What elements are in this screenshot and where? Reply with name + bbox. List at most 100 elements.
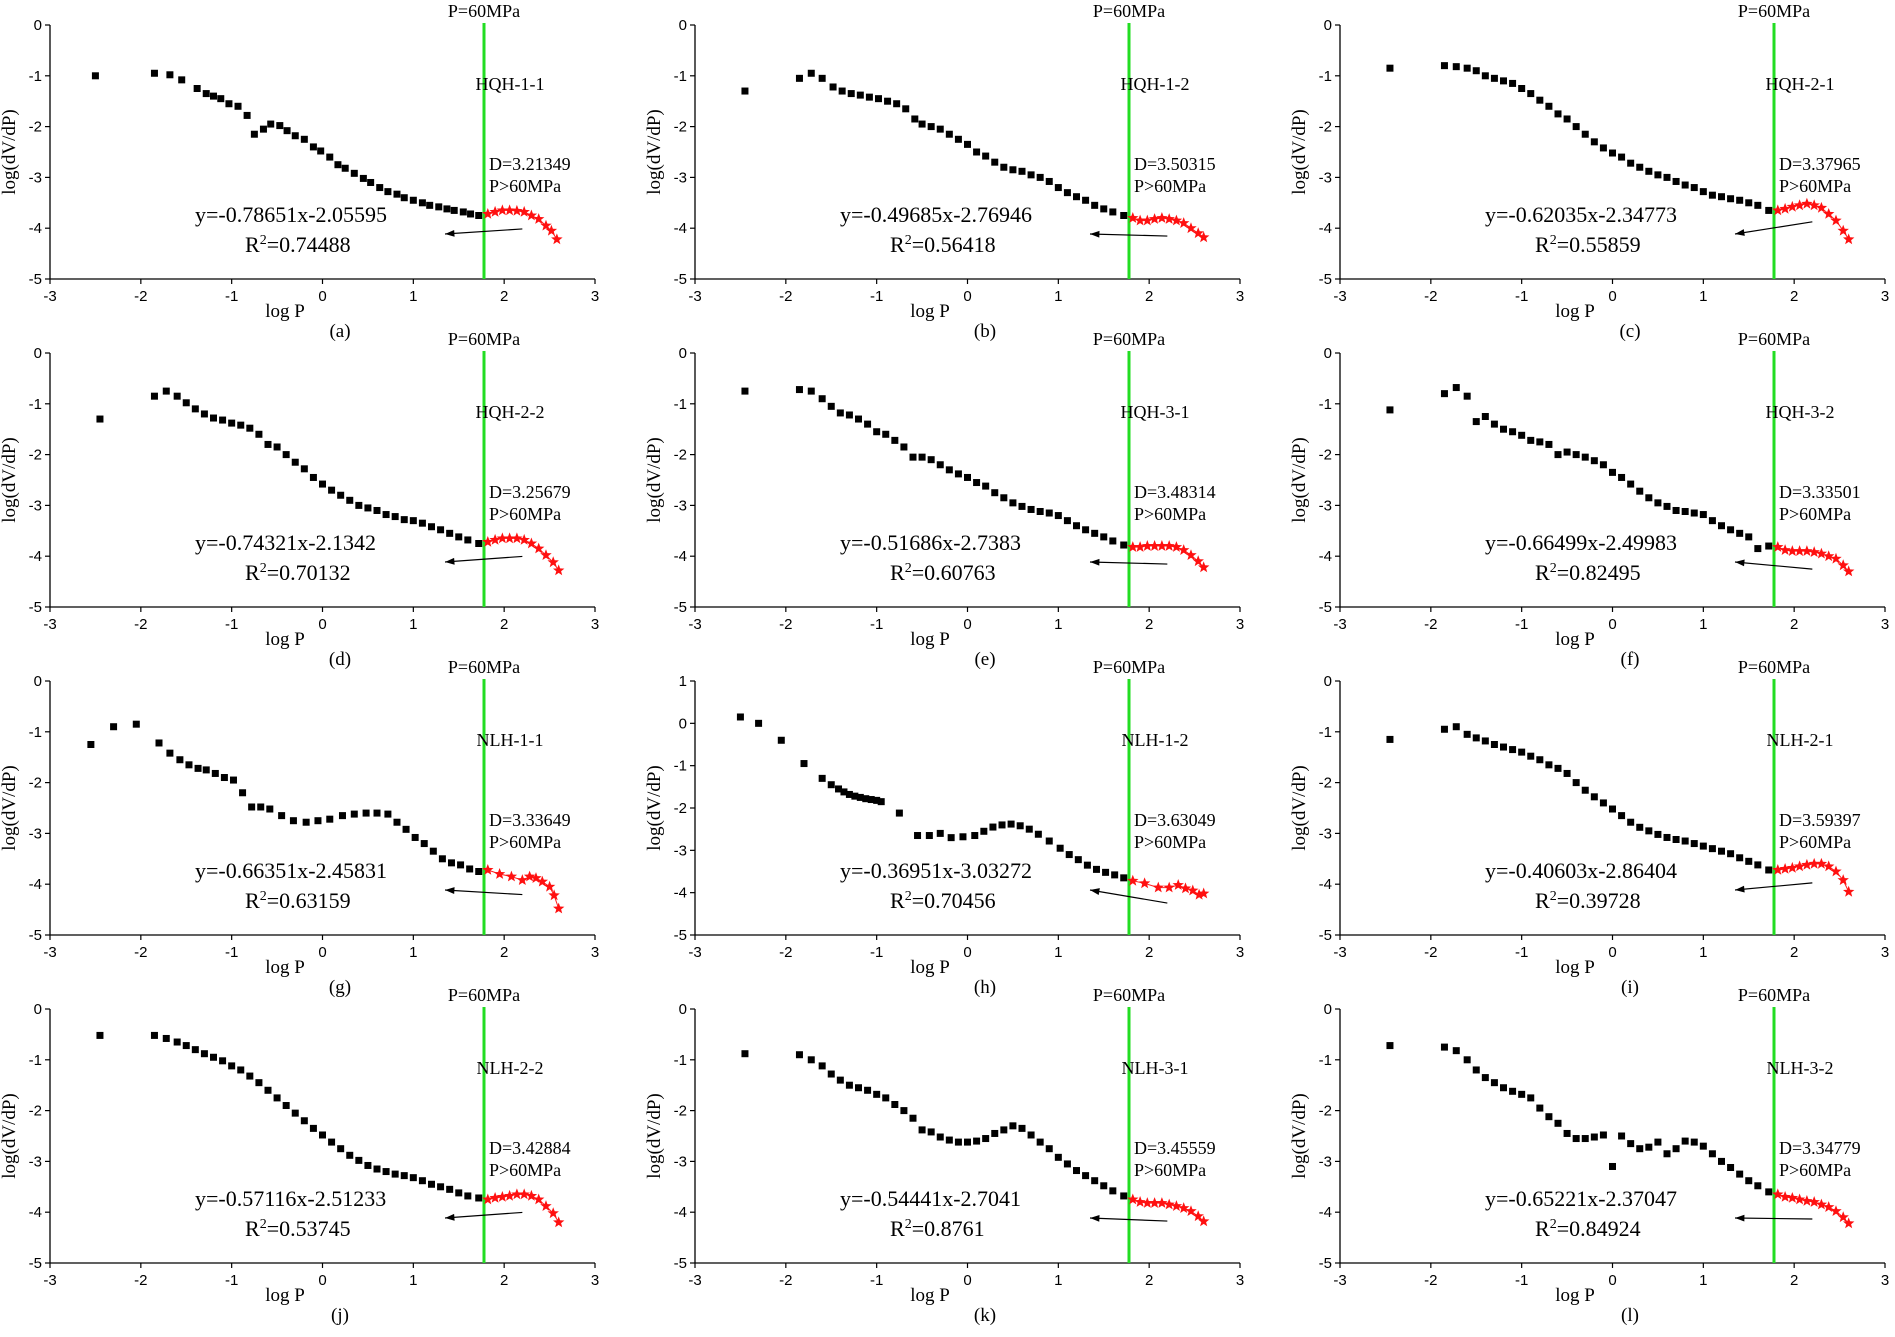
- data-point-square: [1745, 857, 1753, 865]
- data-point-square: [945, 466, 953, 474]
- y-axis-label: log(dV/dP): [1289, 1093, 1310, 1179]
- x-tick-label: -1: [1515, 288, 1528, 305]
- data-point-square: [1490, 1079, 1498, 1087]
- data-point-square: [1672, 835, 1680, 843]
- r-squared: R2=0.39728: [1535, 888, 1641, 913]
- data-point-square: [1718, 847, 1725, 855]
- data-point-square: [1000, 494, 1008, 502]
- data-point-star: [1163, 1198, 1175, 1210]
- x-tick-label: 1: [1699, 616, 1707, 633]
- threshold-label: P=60MPa: [1738, 657, 1810, 677]
- data-point-square: [409, 196, 417, 204]
- y-tick-label: -4: [29, 876, 42, 893]
- data-point-square: [373, 1165, 381, 1173]
- data-point-star: [518, 1188, 530, 1200]
- data-point-square: [1645, 167, 1653, 175]
- superscript-two: 2: [905, 233, 912, 248]
- data-point-star: [1198, 1215, 1210, 1227]
- y-tick-label: -4: [29, 548, 42, 565]
- data-point-square: [420, 840, 428, 848]
- x-tick-label: 0: [963, 616, 971, 633]
- x-tick-label: 2: [500, 288, 508, 305]
- data-point-square: [334, 161, 342, 169]
- data-point-star: [525, 1189, 538, 1201]
- data-point-star: [1786, 545, 1799, 556]
- x-tick-label: 1: [1054, 944, 1062, 961]
- panel-c: -3 -2 -1 0 1 2 3 0 -1 -2 -3 -4 -5 log P log(dV/dP) (c) P…: [1289, 1, 1889, 342]
- data-point-square: [248, 803, 256, 811]
- x-axis-label: log P: [265, 301, 305, 322]
- y-tick-label: -3: [1319, 1153, 1332, 1170]
- data-point-square: [1063, 517, 1071, 525]
- r-squared-symbol: R: [245, 560, 260, 585]
- superscript-two: 2: [260, 1217, 267, 1232]
- data-point-square: [818, 395, 826, 403]
- data-point-square: [1563, 769, 1571, 777]
- superscript-two: 2: [260, 889, 267, 904]
- fractal-dimension: D=3.45559: [1134, 1138, 1216, 1158]
- data-point-square: [467, 210, 475, 218]
- fractal-dimension: D=3.50315: [1134, 154, 1216, 174]
- arrow-line: [1734, 561, 1813, 570]
- data-point-square: [475, 212, 483, 219]
- data-point-square: [1618, 812, 1626, 820]
- data-point-square: [87, 741, 95, 748]
- data-point-star: [1772, 204, 1784, 216]
- r-squared-symbol: R: [1535, 888, 1550, 913]
- data-point-square: [1681, 1137, 1689, 1145]
- data-point-star: [1192, 227, 1204, 239]
- data-point-square: [1718, 193, 1725, 201]
- superscript-two: 2: [905, 561, 912, 576]
- data-point-square: [807, 69, 815, 77]
- y-tick-label: -5: [1319, 271, 1332, 288]
- data-point-star: [1843, 1217, 1855, 1229]
- data-point-square: [1690, 509, 1698, 517]
- data-point-square: [1609, 149, 1616, 157]
- y-tick-label: -1: [674, 396, 687, 413]
- data-point-star: [1148, 213, 1161, 224]
- data-point-square: [1672, 506, 1680, 514]
- data-point-square: [864, 1086, 872, 1094]
- data-point-square: [991, 1129, 999, 1137]
- data-point-star: [1156, 540, 1168, 551]
- data-point-square: [1009, 499, 1017, 507]
- x-tick-label: -1: [870, 616, 883, 633]
- x-tick-label: 3: [1236, 616, 1244, 633]
- data-point-star: [1786, 1192, 1799, 1203]
- data-point-square: [936, 829, 944, 837]
- y-tick-label: -2: [29, 1103, 42, 1120]
- data-point-star: [482, 864, 494, 875]
- r-squared-symbol: R: [890, 1216, 905, 1241]
- data-point-square: [1463, 64, 1471, 72]
- y-tick-label: -3: [674, 169, 687, 186]
- data-point-star: [1823, 550, 1835, 562]
- data-point-square: [1109, 208, 1117, 216]
- data-point-square: [1654, 499, 1662, 507]
- data-point-square: [400, 516, 408, 524]
- data-point-star: [540, 1200, 552, 1211]
- fractal-dimension: D=3.33649: [489, 810, 571, 830]
- r-squared: R2=0.60763: [890, 560, 996, 585]
- data-point-square: [925, 832, 933, 840]
- y-tick-label: -3: [29, 1153, 42, 1170]
- data-point-square: [1572, 1135, 1580, 1143]
- y-tick-label: -5: [1319, 1255, 1332, 1272]
- data-point-square: [350, 169, 358, 177]
- data-point-square: [239, 789, 247, 797]
- panel-label: (h): [974, 977, 996, 998]
- data-point-star: [496, 532, 509, 544]
- data-point-square: [1500, 77, 1507, 85]
- superscript-two: 2: [260, 561, 267, 576]
- data-point-star: [553, 1216, 565, 1228]
- data-point-square: [1618, 153, 1626, 161]
- data-point-square: [1754, 861, 1762, 869]
- data-point-square: [1754, 1182, 1762, 1190]
- y-tick-label: 0: [1324, 345, 1332, 362]
- y-tick-label: -4: [29, 1204, 42, 1221]
- data-point-square: [1082, 196, 1090, 204]
- data-point-star: [1772, 864, 1784, 875]
- arrow-line: [1089, 561, 1168, 565]
- data-point-square: [1481, 72, 1489, 80]
- data-point-square: [364, 1161, 372, 1169]
- x-tick-label: -1: [1515, 616, 1528, 633]
